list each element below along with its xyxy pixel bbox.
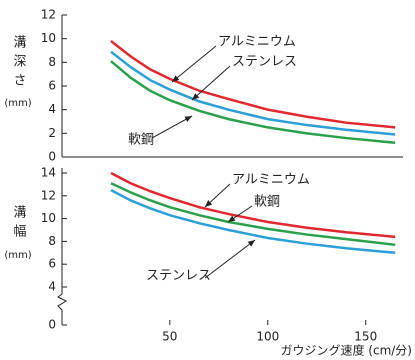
series-line <box>110 188 396 255</box>
y-tick-label: 4 <box>48 280 56 294</box>
series-label: ステンレス <box>146 269 211 284</box>
annotation-arrow <box>204 183 231 208</box>
y-tick-label: 8 <box>48 55 56 69</box>
y-tick-label: 14 <box>41 166 56 180</box>
y-axis-label: 溝深さ <box>11 35 27 92</box>
series-line <box>110 60 396 145</box>
y-tick-label: 0 <box>48 150 56 164</box>
y-axis <box>57 168 68 325</box>
series-line <box>110 171 396 239</box>
series-line <box>110 50 396 136</box>
y-tick-label: 10 <box>41 31 56 45</box>
y-axis-label: 溝幅 <box>11 205 27 243</box>
series-label: アルミニウム <box>232 173 310 188</box>
y-tick-label: 6 <box>48 257 56 271</box>
series-label: 軟鋼 <box>254 194 280 210</box>
annotation-arrow <box>227 205 253 223</box>
series-label: 軟鋼 <box>128 132 154 148</box>
y-tick-label: 6 <box>48 79 56 93</box>
y-axis-unit: (mm) <box>4 250 31 261</box>
y-tick-label: 4 <box>48 102 56 116</box>
annotation-arrow <box>151 115 193 139</box>
y-tick-label: 12 <box>41 188 56 202</box>
series-line <box>110 182 396 247</box>
annotation-arrow <box>204 239 256 279</box>
x-tick-label: 100 <box>256 330 279 344</box>
series-label: ステンレス <box>232 55 297 70</box>
annotation-arrow <box>191 65 231 101</box>
annotation-arrow <box>171 45 217 83</box>
x-axis-label: ガウジング速度 (cm/分) <box>280 343 412 358</box>
series-line <box>110 40 396 129</box>
y-tick-label: 0 <box>48 318 56 332</box>
y-tick-label: 10 <box>41 211 56 225</box>
y-tick-label: 8 <box>48 234 56 248</box>
y-tick-label: 12 <box>41 8 56 22</box>
y-tick-label: 2 <box>48 126 56 140</box>
series-label: アルミニウム <box>218 35 296 50</box>
x-tick-label: 150 <box>354 330 377 344</box>
y-axis-unit: (mm) <box>4 98 31 109</box>
x-tick-label: 50 <box>162 330 177 344</box>
